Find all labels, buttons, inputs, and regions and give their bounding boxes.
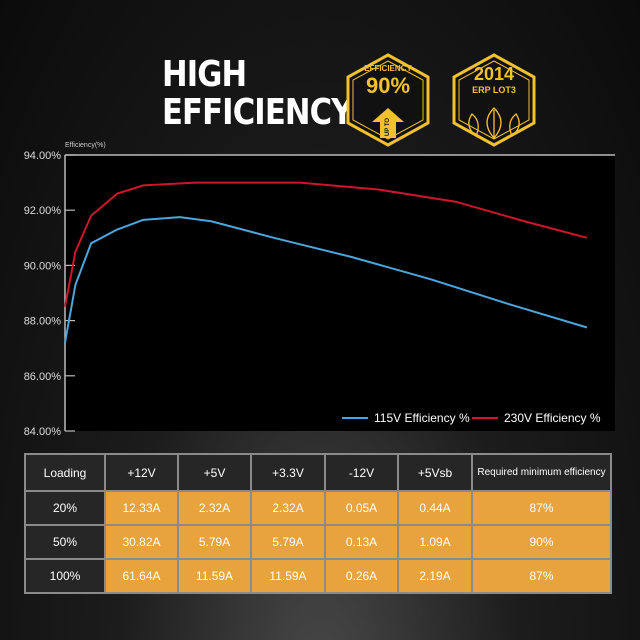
header-cell: Loading xyxy=(24,453,106,492)
table-cell: 90% xyxy=(471,524,612,560)
table-cell: 2.32A xyxy=(177,490,252,526)
table-header-row: Loading +12V +5V +3.3V -12V +5Vsb Requir… xyxy=(24,453,612,492)
erp-badge: 2014 ERP LOT3 xyxy=(450,52,538,148)
header-cell: +5V xyxy=(177,453,252,492)
efficiency-chart: Efficiency(%) 84.00% 86.00% 88.00% 90.00% 92.… xyxy=(24,142,615,438)
table-cell: 30.82A xyxy=(104,524,179,560)
badge-year: 2014 xyxy=(473,64,515,84)
table-cell: 0.44A xyxy=(397,490,473,526)
legend-item-115v: 115V Efficiency % xyxy=(342,411,470,425)
title-line-2: EFFICIENCY xyxy=(162,92,353,133)
series-line xyxy=(64,216,588,343)
y-tick-label: 84.00% xyxy=(24,426,62,438)
hexagon-icon xyxy=(346,53,430,147)
table-cell: 5.79A xyxy=(250,524,326,560)
table-cell: 87% xyxy=(471,490,612,526)
table-cell: 2.19A xyxy=(397,558,473,594)
badge-value: 90% xyxy=(365,73,411,98)
table-row: 100% 61.64A 11.59A 11.59A 0.26A 2.19A 87% xyxy=(24,558,612,594)
page-title: HIGH EFFICIENCY xyxy=(162,56,353,132)
leaf-icon xyxy=(452,53,536,147)
y-tick-label: 86.00% xyxy=(24,371,62,383)
table-cell: 20% xyxy=(24,490,106,526)
load-table: Loading +12V +5V +3.3V -12V +5Vsb Requir… xyxy=(24,453,612,594)
legend-label: 230V Efficiency % xyxy=(504,411,601,425)
table-cell: 1.09A xyxy=(397,524,473,560)
table-cell: 61.64A xyxy=(104,558,179,594)
table-cell: 0.13A xyxy=(324,524,399,560)
header-cell: +5Vsb xyxy=(397,453,473,492)
table-cell: 87% xyxy=(471,558,612,594)
y-tick-label: 92.00% xyxy=(24,205,62,217)
badge-label: EFFICIENCY xyxy=(364,64,412,73)
legend-swatch xyxy=(472,417,498,419)
series-line xyxy=(64,181,588,307)
y-axis-title: Efficiency(%) xyxy=(65,142,106,149)
y-tick-label: 90.00% xyxy=(24,260,62,272)
title-line-1: HIGH xyxy=(162,54,247,95)
badge-sub: ERP LOT3 xyxy=(472,85,516,95)
header-cell: Required minimum efficiency xyxy=(471,453,612,492)
table-cell: 100% xyxy=(24,558,106,594)
legend-label: 115V Efficiency % xyxy=(374,411,470,425)
header-cell: -12V xyxy=(324,453,399,492)
header-cell: +12V xyxy=(104,453,179,492)
y-tick-label: 94.00% xyxy=(24,150,62,162)
table-cell: 5.79A xyxy=(177,524,252,560)
table-cell: 0.26A xyxy=(324,558,399,594)
up-arrow-icon xyxy=(372,108,404,138)
y-tick-label: 88.00% xyxy=(24,316,62,328)
table-cell: 2.32A xyxy=(250,490,326,526)
table-cell: 11.59A xyxy=(177,558,252,594)
table-cell: 12.33A xyxy=(104,490,179,526)
efficiency-badge: EFFICIENCY 90% UP TO xyxy=(344,52,432,148)
table-row: 50% 30.82A 5.79A 5.79A 0.13A 1.09A 90% xyxy=(24,524,612,560)
table-cell: 50% xyxy=(24,524,106,560)
table-cell: 11.59A xyxy=(250,558,326,594)
header-cell: +3.3V xyxy=(250,453,326,492)
legend-swatch xyxy=(342,417,368,419)
table-row: 20% 12.33A 2.32A 2.32A 0.05A 0.44A 87% xyxy=(24,490,612,526)
plot-area xyxy=(65,155,615,431)
table-cell: 0.05A xyxy=(324,490,399,526)
legend-item-230v: 230V Efficiency % xyxy=(472,411,601,425)
